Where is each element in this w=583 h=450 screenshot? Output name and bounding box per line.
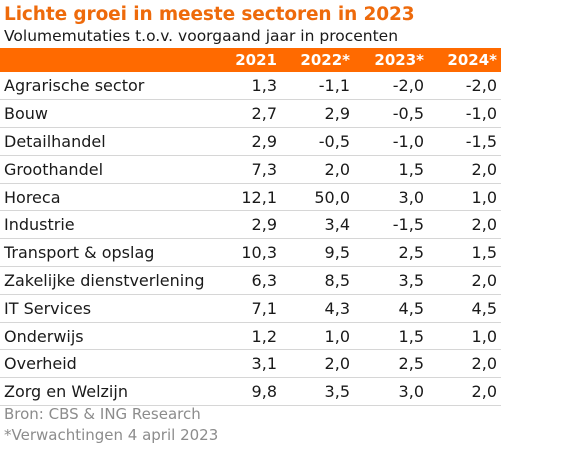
value-cell-2022: 1,0	[324, 326, 350, 346]
sector-label: Onderwijs	[4, 326, 84, 346]
value-cell-2023: 2,5	[398, 354, 424, 374]
value-cell-2022: 3,5	[324, 382, 350, 402]
table-row: IT Services 7,1 4,3 4,5 4,5	[0, 294, 501, 323]
sector-label: Zorg en Welzijn	[4, 382, 128, 402]
value-cell-2024: 2,0	[471, 354, 497, 374]
value-cell-2021: 2,7	[251, 104, 277, 124]
value-cell-2021: 12,1	[241, 187, 277, 207]
value-cell-2021: 2,9	[251, 215, 277, 235]
value-cell-2023: -0,5	[392, 104, 424, 124]
value-cell-2023: 2,5	[398, 243, 424, 263]
value-cell-2024: 1,5	[471, 243, 497, 263]
column-header-2021: 2021	[235, 51, 277, 69]
value-cell-2022: 2,0	[324, 159, 350, 179]
value-cell-2023: -1,5	[392, 215, 424, 235]
table-row: Overheid 3,1 2,0 2,5 2,0	[0, 350, 501, 378]
sector-label: Overheid	[4, 354, 77, 374]
value-cell-2023: 3,5	[398, 270, 424, 290]
table-row: Horeca 12,1 50,0 3,0 1,0	[0, 183, 501, 211]
sector-growth-table: 2021 2022* 2023* 2024* Agrarische sector…	[0, 48, 501, 406]
value-cell-2023: -1,0	[392, 131, 424, 151]
forecast-note: *Verwachtingen 4 april 2023	[4, 426, 219, 444]
sector-label: IT Services	[4, 298, 92, 318]
table-row: Bouw 2,7 2,9 -0,5 -1,0	[0, 100, 501, 128]
value-cell-2021: 3,1	[251, 354, 277, 374]
value-cell-2024: 2,0	[471, 159, 497, 179]
value-cell-2021: 10,3	[241, 243, 277, 263]
value-cell-2022: 3,4	[324, 215, 350, 235]
table-row: Onderwijs 1,2 1,0 1,5 1,0	[0, 322, 501, 350]
value-cell-2021: 1,3	[251, 76, 277, 96]
chart-subtitle: Volumemutaties t.o.v. voorgaand jaar in …	[4, 27, 399, 45]
value-cell-2024: 2,0	[471, 215, 497, 235]
value-cell-2024: 1,0	[471, 326, 497, 346]
data-table-container: 2021 2022* 2023* 2024* Agrarische sector…	[0, 48, 501, 406]
value-cell-2022: 50,0	[314, 187, 350, 207]
column-header-2023: 2023*	[374, 51, 424, 69]
value-cell-2024: 1,0	[471, 187, 497, 207]
value-cell-2024: -2,0	[465, 76, 497, 96]
value-cell-2022: 2,0	[324, 354, 350, 374]
value-cell-2023: 4,5	[398, 298, 424, 318]
sector-label: Detailhandel	[4, 131, 106, 151]
value-cell-2021: 1,2	[251, 326, 277, 346]
value-cell-2024: -1,0	[465, 104, 497, 124]
column-header-2022: 2022*	[300, 51, 350, 69]
table-row: Industrie 2,9 3,4 -1,5 2,0	[0, 211, 501, 239]
table-row: Transport & opslag 10,3 9,5 2,5 1,5	[0, 239, 501, 267]
value-cell-2021: 6,3	[251, 270, 277, 290]
value-cell-2021: 7,3	[251, 159, 277, 179]
table-row: Detailhandel 2,9 -0,5 -1,0 -1,5	[0, 128, 501, 156]
sector-label: Agrarische sector	[4, 76, 145, 96]
value-cell-2022: 9,5	[324, 243, 350, 263]
value-cell-2024: 2,0	[471, 382, 497, 402]
value-cell-2023: 1,5	[398, 326, 424, 346]
column-header-2024: 2024*	[447, 51, 497, 69]
column-header-sector	[0, 48, 208, 72]
value-cell-2021: 2,9	[251, 131, 277, 151]
chart-title: Lichte groei in meeste sectoren in 2023	[4, 4, 415, 25]
value-cell-2024: 2,0	[471, 270, 497, 290]
source-note: Bron: CBS & ING Research	[4, 405, 201, 423]
table-body: Agrarische sector 1,3 -1,1 -2,0 -2,0 Bouw 2,7 2…	[0, 72, 501, 406]
table-row: Groothandel 7,3 2,0 1,5 2,0	[0, 155, 501, 184]
value-cell-2022: 8,5	[324, 270, 350, 290]
value-cell-2022: -0,5	[318, 131, 350, 151]
table-row: Agrarische sector 1,3 -1,1 -2,0 -2,0	[0, 72, 501, 100]
value-cell-2022: 2,9	[324, 104, 350, 124]
value-cell-2023: 3,0	[398, 187, 424, 207]
sector-label: Zakelijke dienstverlening	[4, 270, 205, 290]
sector-label: Industrie	[4, 215, 75, 235]
sector-label: Bouw	[4, 104, 48, 124]
table-row: Zakelijke dienstverlening 6,3 8,5 3,5 2,0	[0, 267, 501, 295]
sector-label: Groothandel	[4, 159, 104, 179]
value-cell-2024: -1,5	[465, 131, 497, 151]
value-cell-2023: -2,0	[392, 76, 424, 96]
sector-label: Transport & opslag	[4, 243, 155, 263]
table-header-row: 2021 2022* 2023* 2024*	[0, 48, 501, 72]
value-cell-2024: 4,5	[471, 298, 497, 318]
value-cell-2022: 4,3	[324, 298, 350, 318]
sector-label: Horeca	[4, 187, 61, 207]
value-cell-2023: 3,0	[398, 382, 424, 402]
value-cell-2021: 7,1	[251, 298, 277, 318]
table-row: Zorg en Welzijn 9,8 3,5 3,0 2,0	[0, 378, 501, 406]
value-cell-2023: 1,5	[398, 159, 424, 179]
value-cell-2021: 9,8	[251, 382, 277, 402]
value-cell-2022: -1,1	[318, 76, 350, 96]
